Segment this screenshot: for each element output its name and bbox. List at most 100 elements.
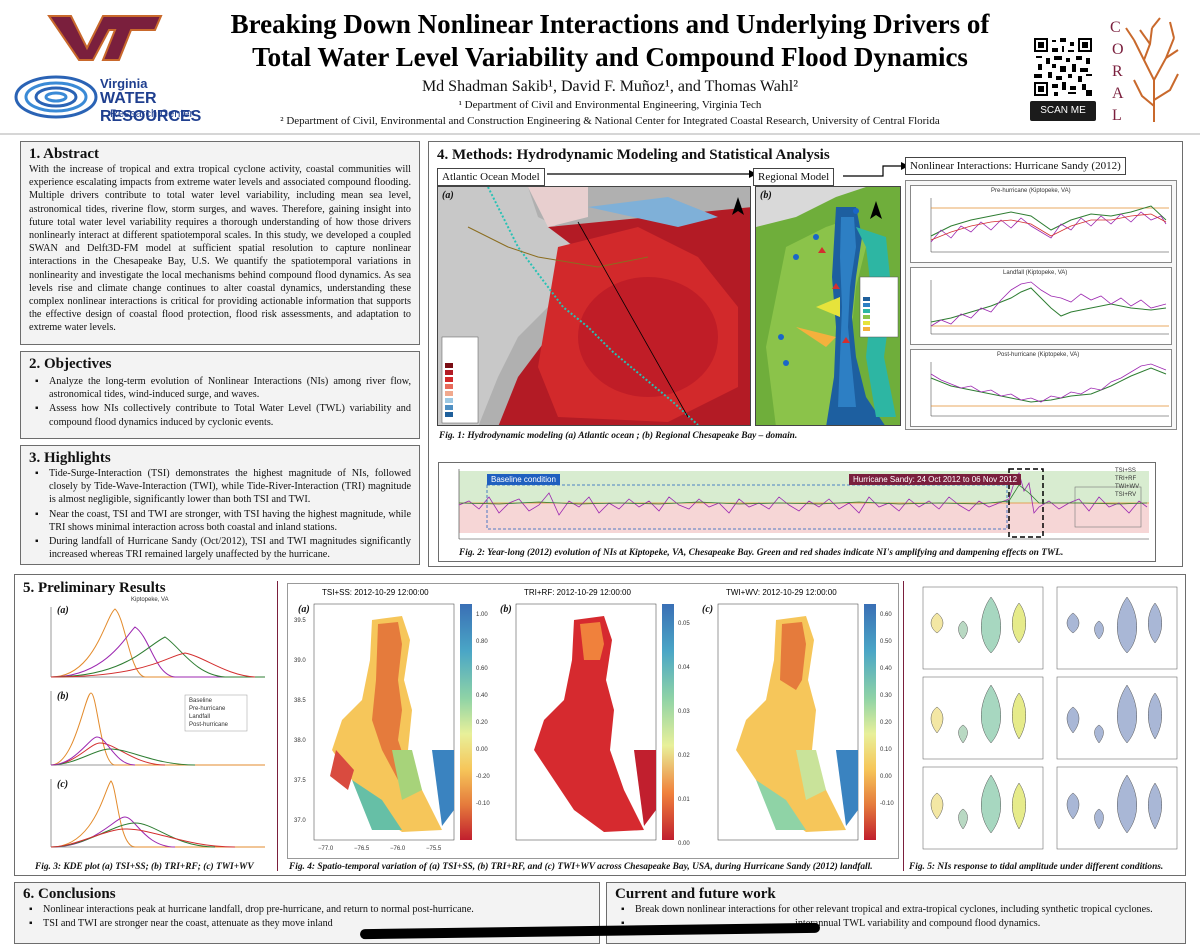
- kde-legend-landfall: Landfall: [189, 714, 211, 720]
- vwrrc-logo: Virginia WATER RESOURCES Research Center: [14, 74, 234, 125]
- cbar-tick: 0.02: [678, 753, 690, 759]
- map-ytick: 38.0: [294, 738, 306, 744]
- vwrrc-line1: Virginia: [100, 76, 148, 91]
- map-b-label: (b): [500, 604, 512, 615]
- kde-plots: Kiptopeke, VA (a) (b) (c) Baseline: [35, 597, 271, 857]
- vwrrc-line2: WATER RESOURCES: [100, 90, 202, 125]
- coral-logo: C O R A L: [1104, 10, 1184, 125]
- results-panel: 5. Preliminary Results Kiptopeke, VA (a): [14, 574, 1186, 876]
- sandy-pre-hurricane-plot: Pre-hurricane (Kiptopeke, VA): [910, 185, 1172, 263]
- poster-title: Breaking Down Nonlinear Interactions and…: [180, 8, 1040, 74]
- highlight-item: During landfall of Hurricane Sandy (Oct/…: [29, 535, 411, 561]
- pre-hurricane-title: Pre-hurricane (Kiptopeke, VA): [991, 188, 1071, 194]
- kde-label-a: (a): [57, 605, 69, 616]
- cbar-tick: -0.10: [880, 801, 894, 807]
- cbar-tick: 0.10: [880, 747, 892, 753]
- authors: Md Shadman Sakib¹, David F. Muñoz¹, and …: [421, 78, 799, 95]
- map-c-title: TWI+WV: 2012-10-29 12:00:00: [726, 588, 837, 597]
- map-ytick: 38.5: [294, 698, 306, 704]
- regional-chesapeake-map: (b): [755, 186, 901, 426]
- baseline-condition-tag: Baseline condition: [487, 474, 560, 485]
- highlights-panel: 3. Highlights Tide-Surge-Interaction (TS…: [20, 445, 420, 565]
- results-divider-1: [277, 581, 278, 871]
- objective-item: Assess how NIs collectively contribute t…: [29, 402, 411, 428]
- atlantic-model-label: Atlantic Ocean Model: [437, 168, 545, 186]
- fig2-caption: Fig. 2: Year-long (2012) evolution of NI…: [459, 548, 1064, 558]
- map-tsi-ss: TSI+SS: 2012-10-29 12:00:00 (a) 39.5 39.…: [292, 588, 492, 856]
- sandy-post-hurricane-plot: Post-hurricane (Kiptopeke, VA): [910, 349, 1172, 427]
- affiliation-2: ² Department of Civil, Environmental and…: [280, 115, 940, 127]
- header-divider: [0, 133, 1200, 135]
- yearlong-legend: TSI+SS TRI+RF TWI+WV TSI+RV: [1115, 467, 1139, 499]
- cbar-tick: 0.00: [476, 747, 488, 753]
- cbar-tick: 0.01: [678, 797, 690, 803]
- objective-item: Analyze the long-term evolution of Nonli…: [29, 375, 411, 401]
- highlight-item: Tide-Surge-Interaction (TSI) demonstrate…: [29, 467, 411, 507]
- future-item: interannual TWL variability and compound…: [615, 917, 1177, 930]
- map-a-label: (a): [298, 604, 310, 615]
- objectives-title: 2. Objectives: [29, 356, 112, 372]
- map-xtick: −76.0: [390, 846, 406, 852]
- kde-legend-post: Post-hurricane: [189, 722, 229, 728]
- cbar-tick: -0.10: [476, 801, 490, 807]
- map-a-cbar-ticks: 1.00 0.80 0.60 0.40 0.20 0.00 -0.20 -0.1…: [476, 602, 490, 818]
- sandy-landfall-plot: Landfall (Kiptopeke, VA): [910, 267, 1172, 345]
- cbar-tick: 0.00: [678, 841, 690, 847]
- map-a-title: TSI+SS: 2012-10-29 12:00:00: [322, 588, 429, 597]
- cbar-tick: 0.04: [678, 665, 690, 671]
- nonlinear-label: Nonlinear Interactions: Hurricane Sandy …: [905, 157, 1126, 175]
- map-c-label: (c): [702, 604, 714, 615]
- cbar-tick: 0.80: [476, 639, 488, 645]
- cbar-tick: 0.40: [880, 666, 892, 672]
- fig1-caption: Fig. 1: Hydrodynamic modeling (a) Atlant…: [439, 431, 798, 441]
- map-ytick: 39.0: [294, 658, 306, 664]
- cbar-tick: 1.00: [476, 612, 488, 618]
- map-xtick: −77.0: [318, 846, 334, 852]
- objectives-panel: 2. Objectives Analyze the long-term evol…: [20, 351, 420, 439]
- results-title: 5. Preliminary Results: [23, 580, 166, 596]
- post-hurricane-title: Post-hurricane (Kiptopeke, VA): [997, 352, 1080, 358]
- methods-title: 4. Methods: Hydrodynamic Modeling and St…: [437, 147, 830, 163]
- violin-plots: [907, 583, 1183, 859]
- future-item: Break down nonlinear interactions for ot…: [615, 903, 1177, 916]
- vt-logo: [45, 8, 165, 68]
- cbar-tick: 0.60: [880, 612, 892, 618]
- coral-letter-a: A: [1112, 85, 1124, 102]
- map-ytick: 37.0: [294, 818, 306, 824]
- coral-letter-r: R: [1112, 63, 1123, 80]
- abstract-panel: 1. Abstract With the increase of tropica…: [20, 141, 420, 345]
- future-work-title: Current and future work: [615, 886, 776, 902]
- legend-tsi-ss: TSI+SS: [1115, 468, 1136, 474]
- abstract-title: 1. Abstract: [29, 146, 99, 162]
- conclusion-item: TSI and TWI are stronger near the coast,…: [23, 917, 591, 930]
- qr-code[interactable]: [1032, 36, 1094, 98]
- regional-panel-label: (b): [760, 190, 772, 201]
- scan-me-label: SCAN ME: [1030, 101, 1096, 121]
- fig5-caption: Fig. 5: NIs response to tidal amplitude …: [909, 862, 1164, 872]
- map-tri-rf: TRI+RF: 2012-10-29 12:00:00 (b) 0.05 0.0…: [494, 588, 694, 856]
- highlights-title: 3. Highlights: [29, 450, 111, 466]
- map-twi-wv: TWI+WV: 2012-10-29 12:00:00 (c) 0.6: [696, 588, 896, 856]
- affiliation-1: ¹ Department of Civil and Environmental …: [458, 99, 762, 111]
- map-ytick: 39.5: [294, 618, 306, 624]
- conclusion-item: Nonlinear interactions peak at hurricane…: [23, 903, 591, 916]
- map-c-cbar-ticks: 0.60 0.50 0.40 0.30 0.20 0.10 0.00 -0.10: [880, 602, 894, 818]
- abstract-text: With the increase of tropical and extra …: [29, 164, 411, 334]
- map-ytick: 37.5: [294, 778, 306, 784]
- kde-legend-pre: Pre-hurricane: [189, 706, 226, 712]
- cbar-tick: 0.40: [476, 693, 488, 699]
- future-work-panel: Current and future work Break down nonli…: [606, 882, 1186, 944]
- cbar-tick: 0.05: [678, 621, 690, 627]
- kde-legend: Baseline Pre-hurricane Landfall Post-hur…: [189, 697, 228, 729]
- hurricane-sandy-tag: Hurricane Sandy: 24 Oct 2012 to 06 Nov 2…: [849, 474, 1022, 485]
- results-divider-2: [903, 581, 904, 871]
- title-line-1: Breaking Down Nonlinear Interactions and…: [230, 9, 990, 39]
- atlantic-ocean-map: (a): [437, 186, 751, 426]
- cbar-tick: 0.03: [678, 709, 690, 715]
- kde-title: Kiptopeke, VA: [131, 597, 169, 603]
- landfall-title: Landfall (Kiptopeke, VA): [1003, 270, 1068, 276]
- coral-letter-c: C: [1110, 19, 1121, 36]
- fig4-caption: Fig. 4: Spatio-temporal variation of (a)…: [289, 862, 873, 872]
- map-xtick: −76.5: [354, 846, 370, 852]
- cbar-tick: 0.60: [476, 666, 488, 672]
